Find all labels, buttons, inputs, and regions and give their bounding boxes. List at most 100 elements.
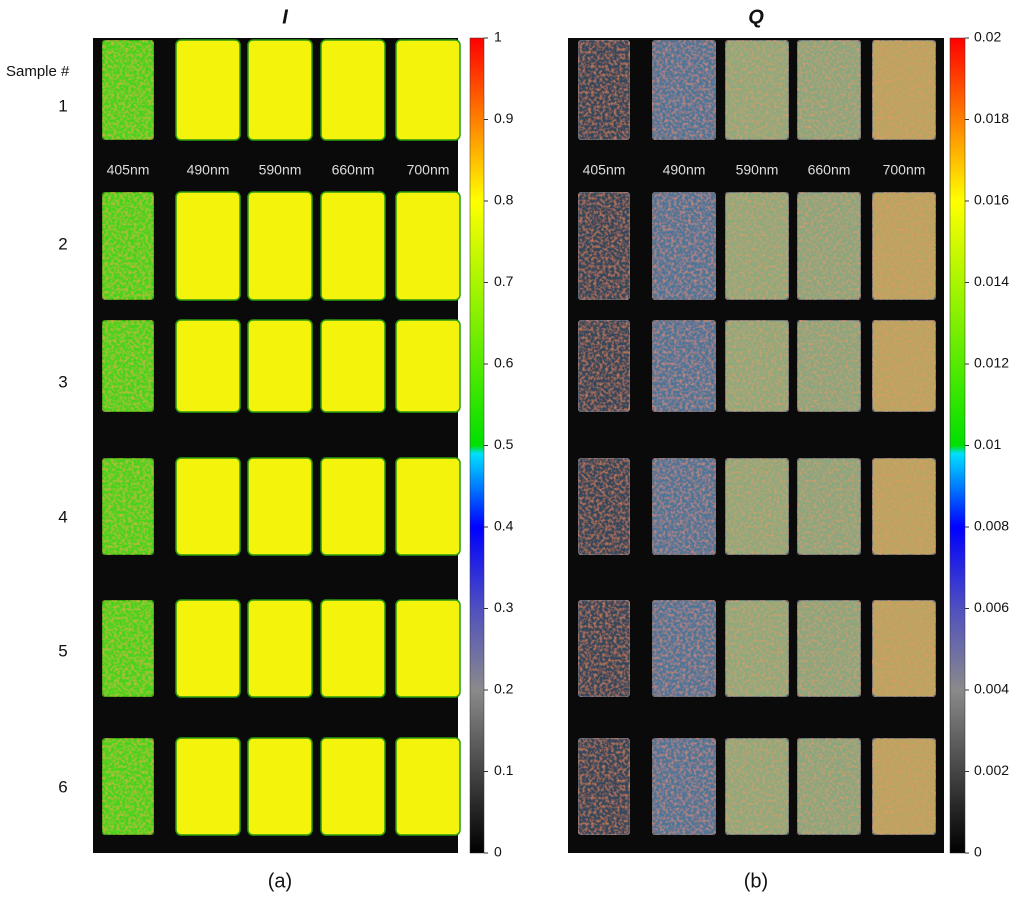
sample-patch xyxy=(176,192,240,300)
sample-patch xyxy=(872,40,936,140)
sample-patch xyxy=(321,738,385,835)
image-panel-a xyxy=(93,38,458,853)
sample-patch xyxy=(652,458,716,555)
sample-label: 3 xyxy=(58,372,67,391)
sample-patch xyxy=(321,192,385,300)
wavelength-label: 405nm xyxy=(583,162,626,178)
colorbar-tick-label: 0.4 xyxy=(494,518,514,534)
sample-patch xyxy=(797,192,861,300)
sample-patch xyxy=(578,458,630,555)
samples-header: Sample # xyxy=(6,63,70,80)
sample-patch xyxy=(725,458,789,555)
sample-patch xyxy=(725,192,789,300)
sample-patch xyxy=(102,738,154,835)
sample-patch xyxy=(396,320,460,412)
wavelength-label: 405nm xyxy=(107,162,150,178)
sample-patch xyxy=(652,40,716,140)
sample-label: 4 xyxy=(58,507,67,526)
sample-patch xyxy=(396,40,460,140)
sample-patch xyxy=(797,40,861,140)
panel-caption: (b) xyxy=(744,870,768,892)
colorbar-tick-label: 0.006 xyxy=(974,599,1009,615)
sample-patch xyxy=(321,600,385,697)
wavelength-label: 700nm xyxy=(883,162,926,178)
sample-patch xyxy=(102,600,154,697)
colorbar-tick-label: 0.1 xyxy=(494,762,514,778)
figure: I Q (a) (b) Sample # 1 2 3 4 5 6 405nm 490nm 590… xyxy=(0,0,1021,896)
sample-patch xyxy=(248,320,312,412)
sample-patch xyxy=(578,600,630,697)
sample-patch xyxy=(248,192,312,300)
colorbar-tick-label: 0.7 xyxy=(494,273,514,289)
sample-patch xyxy=(652,600,716,697)
sample-patch xyxy=(872,738,936,835)
sample-patch xyxy=(248,738,312,835)
sample-patch xyxy=(652,192,716,300)
sample-patch xyxy=(725,320,789,412)
colorbar-tick-label: 0.004 xyxy=(974,681,1009,697)
sample-patch xyxy=(396,600,460,697)
sample-label: 2 xyxy=(58,234,67,253)
sample-patch xyxy=(396,192,460,300)
colorbar-tick-label: 0.3 xyxy=(494,599,514,615)
wavelength-label: 590nm xyxy=(736,162,779,178)
colorbar-tick-label: 0.6 xyxy=(494,355,514,371)
sample-patch xyxy=(872,458,936,555)
sample-patch xyxy=(321,320,385,412)
sample-patch xyxy=(725,40,789,140)
sample-patch xyxy=(176,600,240,697)
panel-title: Q xyxy=(748,6,764,28)
sample-patch xyxy=(321,40,385,140)
wavelength-label: 590nm xyxy=(259,162,302,178)
sample-patch xyxy=(176,738,240,835)
sample-patch xyxy=(321,458,385,555)
sample-patch xyxy=(725,600,789,697)
sample-patch xyxy=(652,738,716,835)
colorbar-tick-label: 0.012 xyxy=(974,355,1009,371)
sample-patch xyxy=(578,192,630,300)
sample-patch xyxy=(797,600,861,697)
sample-label: 1 xyxy=(58,96,67,115)
sample-patch xyxy=(176,458,240,555)
wavelength-label: 660nm xyxy=(808,162,851,178)
colorbar-tick-label: 0.02 xyxy=(974,29,1001,45)
sample-patch xyxy=(248,600,312,697)
sample-patch xyxy=(797,320,861,412)
sample-patch xyxy=(578,320,630,412)
colorbar-tick-label: 0.2 xyxy=(494,681,514,697)
sample-patch xyxy=(248,458,312,555)
colorbar-tick-label: 0.014 xyxy=(974,273,1009,289)
sample-patch xyxy=(396,738,460,835)
sample-patch xyxy=(797,458,861,555)
colorbar-tick-label: 0.8 xyxy=(494,192,514,208)
sample-patch xyxy=(396,458,460,555)
sample-patch xyxy=(176,320,240,412)
colorbar-tick-label: 0.016 xyxy=(974,192,1009,208)
colorbar-tick-label: 0.9 xyxy=(494,110,514,126)
sample-patch xyxy=(872,320,936,412)
colorbar-tick-label: 0 xyxy=(494,844,502,860)
panel-caption: (a) xyxy=(268,870,292,892)
colorbar-b xyxy=(950,38,965,853)
sample-patch xyxy=(578,738,630,835)
wavelength-label: 490nm xyxy=(663,162,706,178)
colorbar-tick-label: 0.5 xyxy=(494,436,514,452)
sample-patch xyxy=(725,738,789,835)
colorbar-tick-label: 0 xyxy=(974,844,982,860)
sample-patch xyxy=(176,40,240,140)
panel-title: I xyxy=(282,6,288,28)
sample-label: 5 xyxy=(58,641,67,660)
sample-patch xyxy=(102,40,154,140)
sample-patch xyxy=(102,458,154,555)
image-panel-b xyxy=(568,38,944,853)
sample-patch xyxy=(102,320,154,412)
colorbar-tick-label: 0.01 xyxy=(974,436,1001,452)
sample-patch xyxy=(652,320,716,412)
colorbar-tick-label: 1 xyxy=(494,29,502,45)
sample-label: 6 xyxy=(58,777,67,796)
sample-patch xyxy=(872,192,936,300)
colorbar-tick-label: 0.018 xyxy=(974,110,1009,126)
sample-patch xyxy=(578,40,630,140)
colorbar-tick-label: 0.002 xyxy=(974,762,1009,778)
wavelength-label: 660nm xyxy=(332,162,375,178)
